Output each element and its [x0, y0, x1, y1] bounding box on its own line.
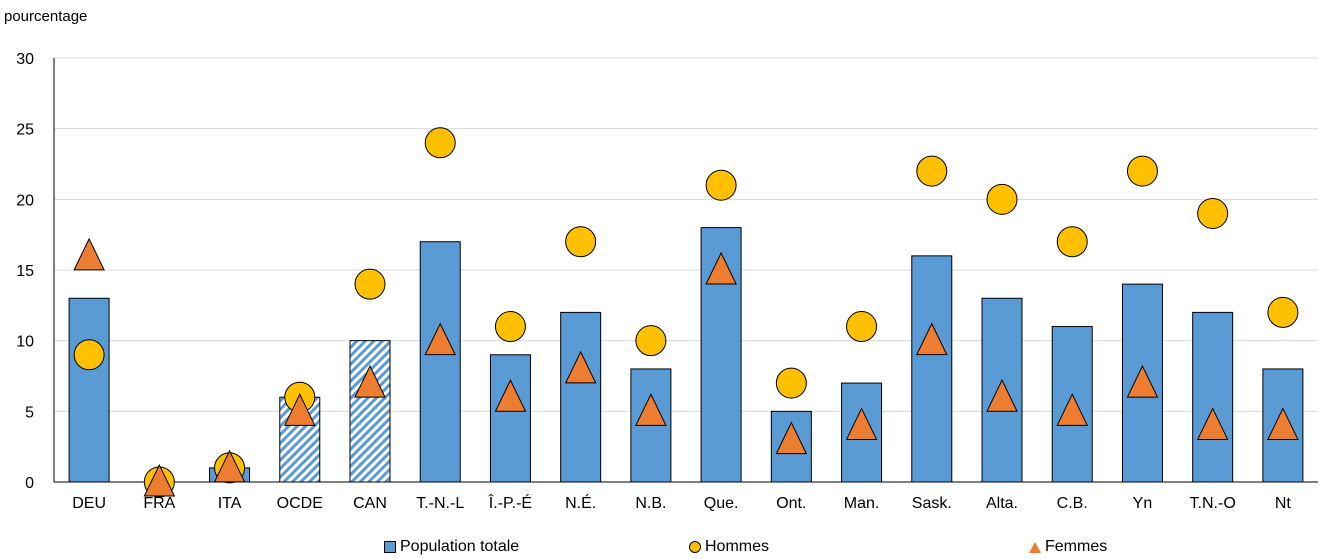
y-tick-label: 15 — [16, 263, 34, 280]
axes — [53, 58, 1318, 483]
x-tick-label: CAN — [353, 495, 387, 512]
femmes-point-N.B. — [635, 393, 667, 426]
hommes-point-Nt — [1267, 296, 1299, 328]
femmes-point-Ont. — [775, 421, 808, 455]
y-tick-label: 30 — [16, 51, 34, 68]
hommes-point-CAN — [354, 268, 386, 300]
hommes-point-Ont. — [775, 367, 807, 399]
bar-Sask. — [911, 255, 953, 483]
bar-DEU — [68, 297, 110, 483]
y-tick-label: 0 — [25, 475, 34, 492]
x-tick-label: Ont. — [776, 495, 806, 512]
hommes-point-Alta. — [986, 183, 1018, 215]
legend-label: Femmes — [1045, 538, 1108, 555]
legend-item-population-totale: Population totale — [384, 538, 519, 556]
legend-item-hommes: Hommes — [689, 538, 769, 556]
x-tick-label: T.-N.-L — [416, 495, 464, 512]
femmes-point-Man. — [845, 407, 878, 440]
hommes-point-Sask. — [916, 155, 948, 187]
x-tick-label: OCDE — [277, 495, 323, 512]
x-tick-label: Man. — [844, 495, 880, 512]
bar-T.-N.-L — [419, 241, 461, 483]
femmes-point-Nt — [1267, 407, 1299, 440]
x-tick-label: Que. — [704, 495, 739, 512]
y-tick-label: 25 — [16, 122, 34, 139]
hommes-point-C.B. — [1056, 226, 1088, 258]
femmes-point-FRA — [143, 463, 176, 497]
chart: 0 5 10 15 20 25 30 DEU FRA ITA OCDE CAN T.-N.-L Î.-P.… — [16, 51, 1318, 512]
legend-label: Population totale — [400, 538, 520, 555]
hommes-point-Man. — [846, 311, 878, 343]
y-axis-unit-label: pourcentage — [4, 8, 88, 25]
hommes-point-Yn — [1126, 155, 1158, 187]
legend-triangle-swatch — [1029, 541, 1041, 553]
bar-CAN — [349, 340, 391, 483]
gridlines — [54, 57, 1318, 412]
femmes-point-T.N.-O — [1196, 407, 1229, 440]
hommes-point-T.N.-O — [1197, 197, 1229, 229]
x-tick-label: Sask. — [912, 495, 952, 512]
femmes-point-Alta. — [986, 379, 1018, 412]
x-tick-label: Nt — [1275, 495, 1292, 512]
y-tick-label: 10 — [16, 334, 34, 351]
legend-item-femmes: Femmes — [1029, 538, 1107, 556]
x-tick-label: ITA — [218, 495, 242, 512]
legend-label: Hommes — [705, 538, 770, 555]
legend-circle-swatch — [689, 541, 701, 553]
y-tick-label: 5 — [25, 404, 34, 421]
x-tick-label: Alta. — [986, 495, 1018, 512]
femmes-point-DEU — [73, 237, 105, 271]
x-tick-label: FRA — [143, 495, 175, 512]
hommes-point-Que. — [705, 169, 737, 201]
hommes-point-DEU — [73, 339, 105, 371]
legend-bar-swatch — [384, 541, 396, 553]
bar-T.N.-O — [1192, 311, 1234, 483]
femmes-point-Î.-P.-É — [494, 379, 527, 412]
tick-labels: 0 5 10 15 20 25 30 DEU FRA ITA OCDE CAN T.-N.-L Î.-P.… — [16, 51, 1291, 512]
x-tick-label: N.B. — [635, 495, 666, 512]
bars — [68, 227, 1304, 483]
hommes-point-T.-N.-L — [424, 127, 456, 159]
y-tick-label: 20 — [16, 192, 34, 209]
bar-Nt — [1262, 368, 1304, 483]
x-tick-label: DEU — [72, 495, 106, 512]
femmes-point-ITA — [213, 449, 246, 483]
femmes-point-N.É. — [564, 350, 597, 384]
legend: Population totale Hommes Femmes — [0, 538, 1336, 559]
femmes-point-C.B. — [1056, 393, 1089, 426]
x-tick-label: Yn — [1133, 495, 1153, 512]
femmes-point-OCDE — [283, 393, 316, 426]
markers — [73, 127, 1299, 498]
hommes-point-Î.-P.-É — [494, 311, 526, 343]
femmes-point-Yn — [1126, 364, 1159, 398]
x-tick-label: N.É. — [565, 493, 596, 512]
bar-N.É. — [560, 311, 602, 483]
x-tick-label: Î.-P.-É — [488, 493, 532, 512]
hommes-point-N.B. — [635, 325, 667, 357]
hommes-point-N.É. — [565, 226, 597, 258]
femmes-point-Sask. — [915, 322, 948, 356]
x-tick-label: C.B. — [1057, 495, 1088, 512]
x-tick-label: T.N.-O — [1190, 495, 1236, 512]
bar-Î.-P.-É — [489, 354, 531, 483]
femmes-point-Que. — [705, 251, 737, 285]
femmes-point-CAN — [354, 364, 386, 398]
femmes-point-T.-N.-L — [424, 322, 457, 356]
